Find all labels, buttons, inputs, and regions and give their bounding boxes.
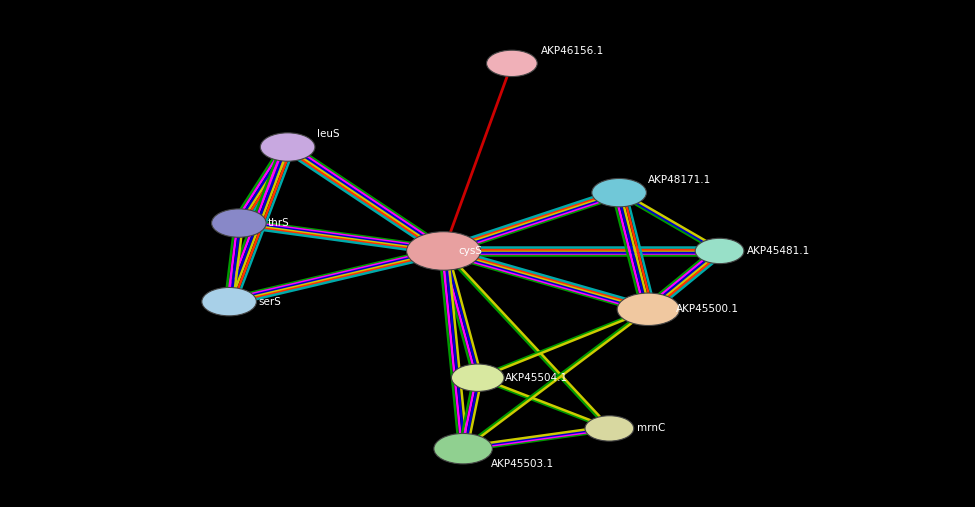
Circle shape: [202, 287, 256, 316]
Text: AKP48171.1: AKP48171.1: [648, 175, 712, 185]
Text: serS: serS: [258, 297, 281, 307]
Circle shape: [695, 238, 744, 264]
Text: AKP45500.1: AKP45500.1: [676, 304, 739, 314]
Text: AKP46156.1: AKP46156.1: [541, 46, 604, 56]
Circle shape: [487, 50, 537, 77]
Text: AKP45481.1: AKP45481.1: [747, 246, 810, 256]
Circle shape: [212, 209, 266, 237]
Circle shape: [592, 178, 646, 207]
Circle shape: [260, 133, 315, 161]
Text: AKP45503.1: AKP45503.1: [490, 459, 554, 469]
Text: AKP45504.1: AKP45504.1: [505, 373, 568, 383]
Text: cysS: cysS: [458, 246, 483, 256]
Circle shape: [617, 293, 680, 325]
Text: mrnC: mrnC: [637, 423, 665, 433]
Circle shape: [585, 416, 634, 441]
Circle shape: [434, 433, 492, 464]
Circle shape: [451, 364, 504, 391]
Circle shape: [407, 232, 481, 270]
Text: leuS: leuS: [317, 129, 339, 139]
Text: thrS: thrS: [268, 218, 290, 228]
